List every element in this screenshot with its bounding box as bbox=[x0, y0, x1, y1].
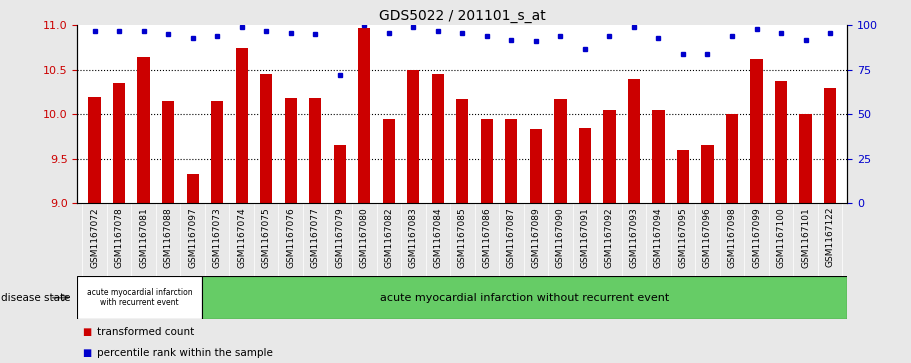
Text: transformed count: transformed count bbox=[97, 327, 195, 337]
Bar bbox=[481, 119, 493, 203]
Text: GSM1167091: GSM1167091 bbox=[580, 207, 589, 268]
Text: ■: ■ bbox=[82, 348, 91, 359]
Text: GSM1167080: GSM1167080 bbox=[360, 207, 369, 268]
Bar bbox=[383, 119, 394, 203]
Text: GSM1167099: GSM1167099 bbox=[752, 207, 761, 268]
Bar bbox=[432, 74, 444, 203]
Text: GSM1167074: GSM1167074 bbox=[237, 207, 246, 268]
Text: percentile rank within the sample: percentile rank within the sample bbox=[97, 348, 273, 359]
Bar bbox=[456, 99, 468, 203]
Text: disease state: disease state bbox=[1, 293, 70, 303]
Text: GSM1167082: GSM1167082 bbox=[384, 207, 394, 268]
Bar bbox=[578, 128, 591, 203]
Bar bbox=[824, 87, 836, 203]
Bar bbox=[628, 79, 640, 203]
Bar bbox=[701, 146, 713, 203]
Bar bbox=[211, 101, 223, 203]
Bar bbox=[530, 130, 542, 203]
Text: GSM1167096: GSM1167096 bbox=[703, 207, 712, 268]
Bar bbox=[775, 81, 787, 203]
Text: GSM1167093: GSM1167093 bbox=[630, 207, 639, 268]
Bar bbox=[506, 119, 517, 203]
Text: GSM1167075: GSM1167075 bbox=[261, 207, 271, 268]
Bar bbox=[554, 99, 567, 203]
Bar bbox=[284, 98, 297, 203]
Text: GSM1167100: GSM1167100 bbox=[776, 207, 785, 268]
Text: GSM1167077: GSM1167077 bbox=[311, 207, 320, 268]
Bar bbox=[358, 28, 371, 203]
Bar bbox=[407, 70, 419, 203]
Text: acute myocardial infarction without recurrent event: acute myocardial infarction without recu… bbox=[380, 293, 669, 303]
Text: GSM1167090: GSM1167090 bbox=[556, 207, 565, 268]
Text: GDS5022 / 201101_s_at: GDS5022 / 201101_s_at bbox=[379, 9, 546, 23]
Bar bbox=[800, 114, 812, 203]
Text: GSM1167073: GSM1167073 bbox=[212, 207, 221, 268]
Bar bbox=[77, 276, 201, 319]
Text: GSM1167072: GSM1167072 bbox=[90, 207, 99, 268]
Bar bbox=[201, 276, 847, 319]
Text: GSM1167081: GSM1167081 bbox=[139, 207, 148, 268]
Text: GSM1167085: GSM1167085 bbox=[458, 207, 466, 268]
Text: GSM1167089: GSM1167089 bbox=[531, 207, 540, 268]
Text: acute myocardial infarction
with recurrent event: acute myocardial infarction with recurre… bbox=[87, 288, 192, 307]
Text: GSM1167098: GSM1167098 bbox=[728, 207, 736, 268]
Bar bbox=[138, 57, 149, 203]
Text: GSM1167095: GSM1167095 bbox=[679, 207, 688, 268]
Text: ■: ■ bbox=[82, 327, 91, 337]
Text: GSM1167088: GSM1167088 bbox=[164, 207, 173, 268]
Text: GSM1167083: GSM1167083 bbox=[409, 207, 418, 268]
Text: GSM1167086: GSM1167086 bbox=[482, 207, 491, 268]
Bar bbox=[88, 97, 101, 203]
Text: GSM1167101: GSM1167101 bbox=[801, 207, 810, 268]
Text: GSM1167087: GSM1167087 bbox=[507, 207, 516, 268]
Text: GSM1167076: GSM1167076 bbox=[286, 207, 295, 268]
Text: GSM1167079: GSM1167079 bbox=[335, 207, 344, 268]
Text: GSM1167094: GSM1167094 bbox=[654, 207, 663, 268]
Bar bbox=[652, 110, 665, 203]
Bar bbox=[236, 48, 248, 203]
Bar bbox=[603, 110, 616, 203]
Text: GSM1167122: GSM1167122 bbox=[825, 207, 834, 268]
Bar bbox=[309, 98, 322, 203]
Text: GSM1167078: GSM1167078 bbox=[115, 207, 124, 268]
Bar bbox=[333, 146, 346, 203]
Bar bbox=[726, 114, 738, 203]
Bar bbox=[751, 59, 763, 203]
Bar bbox=[677, 150, 689, 203]
Bar bbox=[187, 174, 199, 203]
Text: GSM1167097: GSM1167097 bbox=[189, 207, 197, 268]
Bar bbox=[113, 83, 125, 203]
Bar bbox=[260, 74, 272, 203]
Bar bbox=[162, 101, 174, 203]
Text: GSM1167084: GSM1167084 bbox=[434, 207, 443, 268]
Text: GSM1167092: GSM1167092 bbox=[605, 207, 614, 268]
